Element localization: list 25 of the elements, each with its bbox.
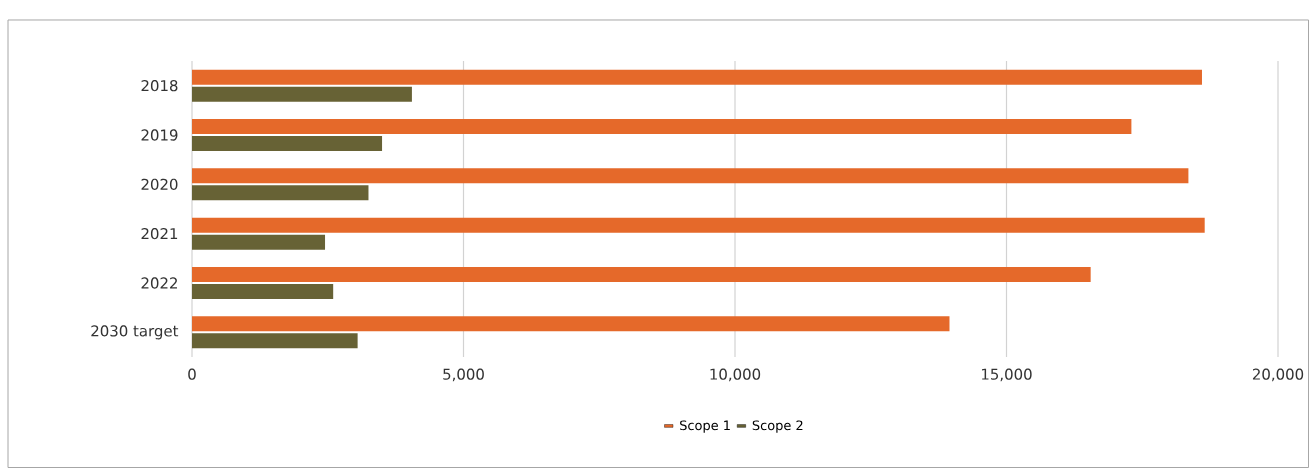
bar bbox=[192, 316, 950, 332]
bar bbox=[192, 267, 1091, 283]
bar bbox=[192, 185, 369, 201]
bar bbox=[192, 217, 1205, 233]
bar bbox=[192, 136, 383, 151]
bar bbox=[192, 119, 1132, 135]
bar bbox=[192, 234, 326, 250]
y-tick-label: 2019 bbox=[141, 129, 178, 141]
bar bbox=[192, 86, 412, 102]
y-tick-label: 2021 bbox=[141, 228, 178, 240]
legend-label: Scope 1 bbox=[680, 420, 730, 433]
x-tick-label: 15,000 bbox=[982, 368, 1032, 382]
y-tick-label: 2018 bbox=[141, 80, 178, 92]
bar bbox=[192, 168, 1189, 184]
x-tick-label: 0 bbox=[188, 368, 196, 380]
y-tick-label: 2020 bbox=[141, 178, 178, 190]
x-tick-label: 10,000 bbox=[710, 368, 761, 382]
bar bbox=[192, 333, 358, 349]
x-tick-label: 5,000 bbox=[443, 368, 484, 382]
x-tick-label: 20,000 bbox=[1252, 368, 1304, 382]
y-tick-label: 2030 target bbox=[91, 325, 179, 340]
bar bbox=[192, 284, 334, 299]
legend-label: Scope 2 bbox=[752, 420, 803, 433]
y-tick-label: 2022 bbox=[141, 277, 177, 289]
bar bbox=[192, 69, 1202, 85]
